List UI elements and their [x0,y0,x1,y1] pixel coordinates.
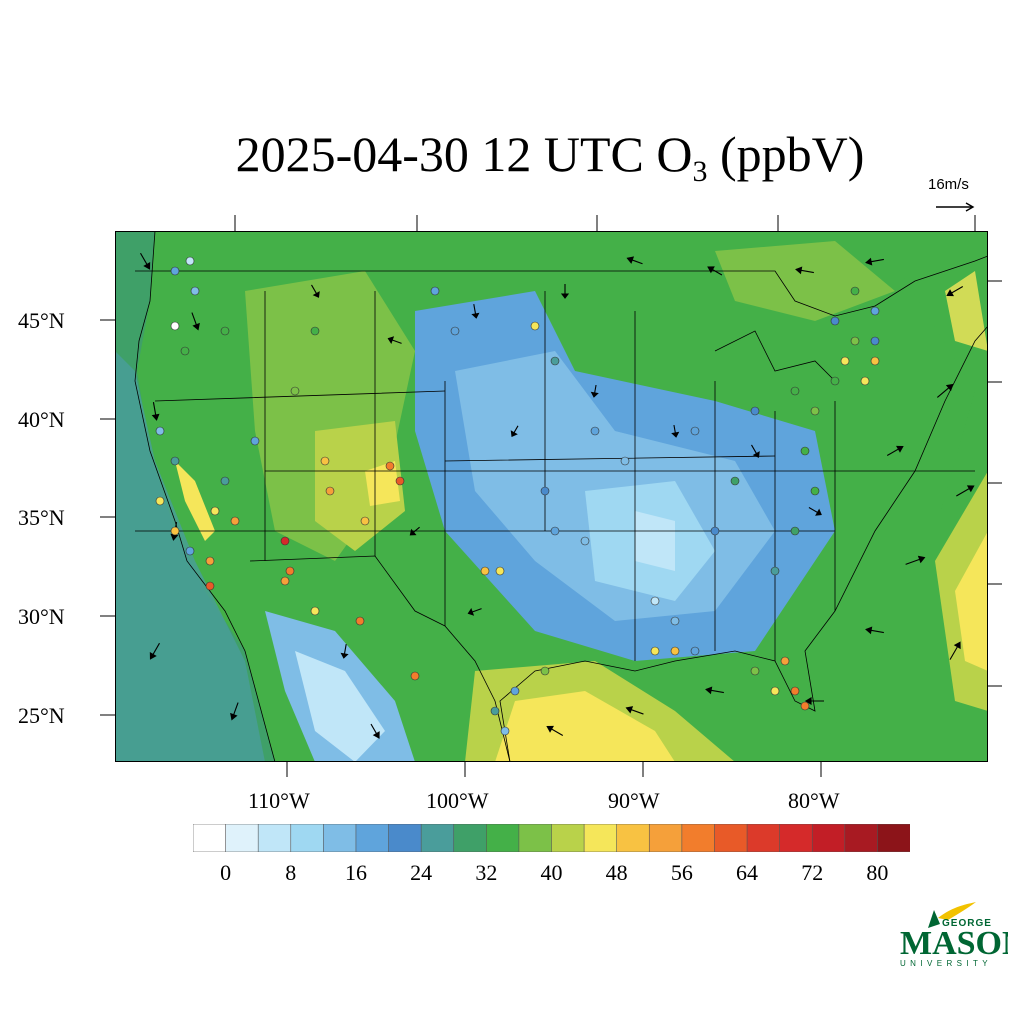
colorbar-tick-label: 40 [540,860,563,885]
colorbar-tick-label: 32 [475,860,498,885]
title-suffix: (ppbV) [707,126,865,182]
colorbar-tick-label: 48 [605,860,628,885]
colorbar-tick-label: 72 [801,860,824,885]
lon-label-110: 110°W [248,788,310,813]
colorbar-tick-label: 24 [410,860,433,885]
map-title: 2025-04-30 12 UTC O3 (ppbV) [0,125,1024,188]
ozone-map [115,231,988,762]
colorbar-swatch [551,824,585,852]
colorbar-swatch [388,824,422,852]
colorbar-swatch [225,824,259,852]
lat-label-25: 25°N [18,703,65,728]
colorbar-swatch [616,824,650,852]
colorbar-swatch [681,824,716,852]
title-prefix: 2025-04-30 12 UTC O [235,126,693,182]
colorbar-swatch [811,824,846,852]
title-subscript: 3 [692,155,708,188]
lat-label-45: 45°N [18,308,65,333]
colorbar [193,824,910,852]
colorbar-tick-label: 80 [866,860,889,885]
george-mason-logo: GEORGE MASON UNIVERSITY [900,902,1008,968]
colorbar-swatch [518,824,553,852]
colorbar-swatch [844,824,879,852]
left-tick-marks [100,319,115,716]
top-tick-marks [234,215,976,231]
colorbar-swatch [877,824,910,852]
colorbar-swatch [323,824,357,852]
lon-label-100: 100°W [426,788,489,813]
vector-reference-label: 16m/s [928,176,969,193]
right-tick-marks [988,280,1002,687]
colorbar-tick-label: 56 [670,860,693,885]
bottom-tick-marks [286,762,822,777]
colorbar-swatch [486,824,520,852]
lat-label-40: 40°N [18,407,65,432]
colorbar-tick-label: 0 [220,860,232,885]
logo-main-text: MASON [900,925,1008,962]
lon-label-80: 80°W [788,788,840,813]
logo-top-text: GEORGE [942,918,992,929]
colorbar-tick-label: 64 [736,860,759,885]
colorbar-swatch [193,824,227,852]
colorbar-swatch [583,824,618,852]
colorbar-tick-label: 8 [285,860,297,885]
vector-reference-arrow [936,202,975,212]
colorbar-swatch [779,824,813,852]
colorbar-swatch [420,824,455,852]
colorbar-tick-label: 16 [344,860,367,885]
lat-label-35: 35°N [18,505,65,530]
colorbar-swatch [714,824,748,852]
colorbar-swatch [290,824,324,852]
colorbar-swatch [746,824,781,852]
colorbar-swatch [355,824,390,852]
logo-bottom-text: UNIVERSITY [900,959,992,968]
lon-label-90: 90°W [608,788,660,813]
colorbar-swatch [648,824,683,852]
colorbar-swatch [453,824,487,852]
lat-label-30: 30°N [18,604,65,629]
colorbar-swatch [257,824,292,852]
